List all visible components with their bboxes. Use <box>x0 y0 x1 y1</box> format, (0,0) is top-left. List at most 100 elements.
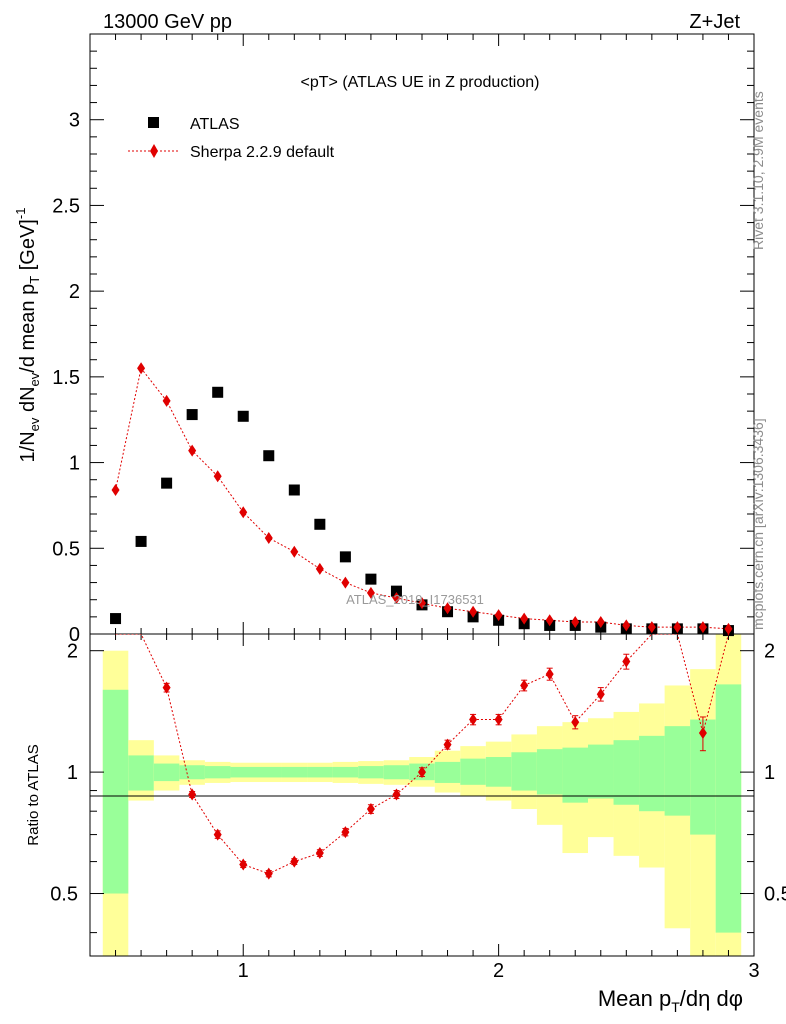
mcplots-info: mcplots.cern.ch [arXiv:1306.3436] <box>750 418 766 630</box>
atlas-point <box>186 409 198 421</box>
ratio-point <box>366 803 375 816</box>
y-tick-label: 0.5 <box>52 538 80 560</box>
atlas-point <box>161 477 173 489</box>
ratio-point <box>213 828 222 841</box>
ratio-point <box>545 668 554 681</box>
ratio-band-green <box>588 744 614 799</box>
sherpa-point <box>111 484 120 496</box>
axis-ticks <box>89 33 755 956</box>
atlas-point <box>237 410 249 422</box>
y-tick-label: 3 <box>69 110 80 132</box>
ratio-band-green <box>639 735 665 812</box>
legend-atlas-label: ATLAS <box>190 116 240 133</box>
ratio-band-green <box>434 761 461 783</box>
atlas-point <box>390 585 402 597</box>
y-tick-label: 1.5 <box>52 367 80 389</box>
ratio-band-green <box>332 766 359 778</box>
atlas-point <box>339 551 351 563</box>
legend-sherpa-marker <box>150 144 158 158</box>
collision-label: 13000 GeV pp <box>103 11 232 33</box>
ratio-point <box>520 679 529 692</box>
ratio-y-tick-label-right: 0.5 <box>764 884 786 906</box>
ratio-band-green <box>485 757 512 787</box>
ratio-band-green <box>715 684 742 933</box>
ratio-band-green <box>562 747 588 803</box>
ratio-point <box>622 655 631 668</box>
x-tick-label: 1 <box>238 960 249 982</box>
ratio-point <box>469 713 478 726</box>
sherpa-point <box>571 616 580 628</box>
ratio-band-green <box>102 689 129 894</box>
ratio-band-green <box>307 766 333 778</box>
ratio-band-green <box>153 763 180 782</box>
process-label: Z+Jet <box>689 11 740 33</box>
analysis-watermark: ATLAS_2019_I1736531 <box>346 592 484 607</box>
ratio-band-green <box>460 758 486 785</box>
atlas-point <box>212 386 224 398</box>
sherpa-point <box>162 394 171 407</box>
sherpa-point <box>596 616 605 628</box>
ratio-point <box>418 766 426 779</box>
sherpa-point <box>418 597 426 610</box>
sherpa-point <box>137 362 146 375</box>
ratio-y-tick-label: 0.5 <box>50 884 78 906</box>
x-tick-label: 2 <box>493 960 504 982</box>
sherpa-point <box>366 586 375 599</box>
rivet-info: Rivet 3.1.10, 2.9M events <box>750 91 766 250</box>
ratio-band-green <box>536 749 563 795</box>
atlas-point <box>135 535 147 547</box>
sherpa-point <box>724 622 733 635</box>
atlas-point <box>110 613 122 625</box>
ratio-y-tick-label-right: 1 <box>764 762 775 784</box>
ratio-band-green <box>281 766 308 778</box>
ratio-band-green <box>128 755 154 791</box>
y-tick-label: 1 <box>69 453 80 475</box>
x-tick-label: 3 <box>748 960 759 982</box>
ratio-band-green <box>613 740 640 805</box>
sherpa-point <box>188 444 197 457</box>
ratio-band-green <box>358 766 384 779</box>
ratio-point <box>494 713 503 726</box>
sherpa-point <box>494 609 503 622</box>
sherpa-point <box>520 612 529 625</box>
atlas-point <box>314 518 326 530</box>
atlas-point <box>288 484 300 496</box>
ratio-point <box>392 788 401 801</box>
ratio-band-green <box>664 726 691 816</box>
atlas-point <box>263 450 275 462</box>
y-axis-label: 1/Nev dNev/d mean pT [GeV]-1 <box>13 208 42 463</box>
ratio-point <box>290 855 299 868</box>
sherpa-point <box>239 506 248 519</box>
sherpa-point <box>545 614 554 627</box>
sherpa-point <box>698 621 707 634</box>
y-tick-label: 2 <box>69 281 80 303</box>
ratio-band-green <box>204 766 231 779</box>
sherpa-point <box>213 470 222 483</box>
ratio-point <box>571 716 580 729</box>
ratio-point <box>443 738 452 751</box>
ratio-point <box>162 681 171 694</box>
sherpa-point <box>622 619 631 632</box>
ratio-point <box>239 858 248 871</box>
sherpa-point <box>673 621 682 634</box>
sherpa-point <box>264 532 273 544</box>
ratio-point <box>596 688 605 701</box>
sherpa-point <box>290 545 299 558</box>
x-axis-label: Mean pT/dη dφ <box>598 986 743 1015</box>
legend-atlas-marker <box>148 117 159 128</box>
sherpa-point <box>647 621 656 634</box>
sherpa-point <box>392 592 401 604</box>
ratio-point <box>341 826 350 839</box>
ratio-band-green <box>230 766 256 778</box>
ratio-y-axis-label: Ratio to ATLAS <box>25 744 42 845</box>
ratio-point <box>188 788 197 801</box>
sherpa-point <box>469 605 478 618</box>
sherpa-line <box>115 367 729 630</box>
ratio-band-green <box>383 765 410 780</box>
ratio-band-green <box>511 752 537 791</box>
sherpa-point <box>315 562 324 575</box>
y-tick-label: 2.5 <box>52 195 80 217</box>
ratio-y-tick-label: 2 <box>67 641 78 663</box>
ratio-uncertainty-bands <box>102 634 742 956</box>
